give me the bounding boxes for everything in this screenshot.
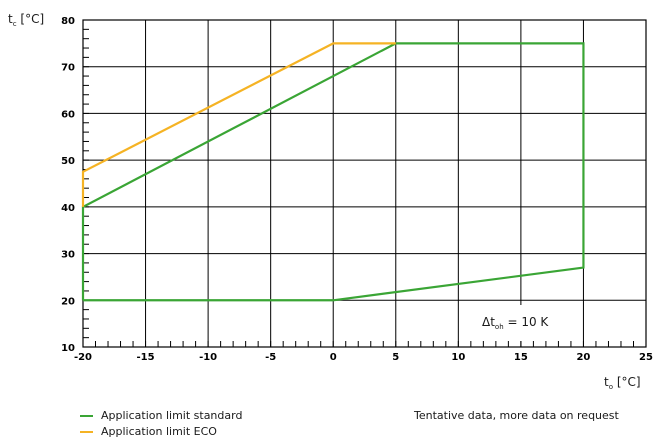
y-tick-label: 30 <box>61 250 75 261</box>
x-tick-label: 15 <box>514 352 528 363</box>
series-line-eco <box>81 42 396 207</box>
y-tick-label: 70 <box>61 63 75 74</box>
y-tick-label: 10 <box>61 343 75 354</box>
annotation-background <box>470 305 576 341</box>
legend-swatch-eco <box>80 431 93 433</box>
x-tick-label: -10 <box>199 352 217 363</box>
x-tick-label: -5 <box>265 352 276 363</box>
y-axis-label: tc [°C] <box>8 12 45 28</box>
x-tick-label: 0 <box>330 352 337 363</box>
x-tick-label: 5 <box>392 352 399 363</box>
legend: Application limit standard Application l… <box>80 408 242 440</box>
plot-frame <box>82 19 647 348</box>
legend-label-eco: Application limit ECO <box>101 425 217 438</box>
y-tick-label: 80 <box>61 16 75 27</box>
x-tick-label: -20 <box>74 352 92 363</box>
legend-item-standard: Application limit standard <box>80 408 242 424</box>
x-axis-label: to [°C] <box>604 375 641 391</box>
x-tick-label: 25 <box>639 352 653 363</box>
y-tick-label: 50 <box>61 156 75 167</box>
legend-label-standard: Application limit standard <box>101 409 243 422</box>
x-tick-label: 20 <box>576 352 590 363</box>
legend-swatch-standard <box>80 415 93 417</box>
legend-item-eco: Application limit ECO <box>80 424 242 440</box>
y-tick-label: 20 <box>61 296 75 307</box>
tentative-data-note: Tentative data, more data on request <box>414 409 619 422</box>
y-tick-label: 60 <box>61 109 75 120</box>
x-tick-label: 10 <box>451 352 465 363</box>
y-tick-label: 40 <box>61 203 75 214</box>
delta-t-annotation: Δtoh = 10 K <box>482 315 549 331</box>
x-tick-label: -15 <box>137 352 155 363</box>
